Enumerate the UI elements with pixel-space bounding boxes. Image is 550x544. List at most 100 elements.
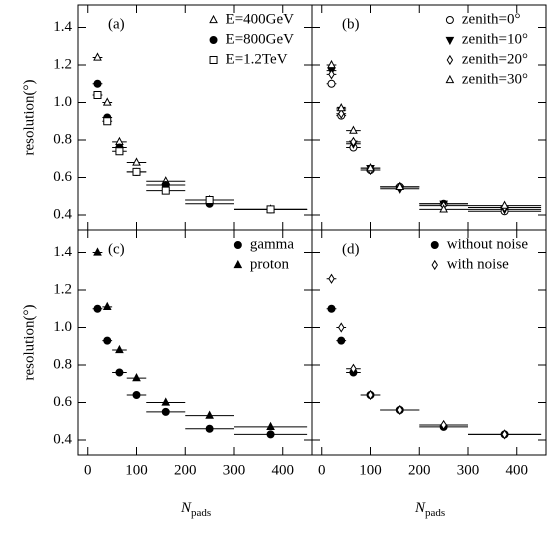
marker — [396, 404, 403, 416]
y-tick-label: 1.0 — [53, 94, 72, 110]
marker — [115, 344, 124, 354]
legend-label: zenith=10° — [462, 31, 528, 47]
x-tick-label: 0 — [318, 462, 326, 478]
x-tick-label: 0 — [84, 462, 92, 478]
marker — [93, 304, 102, 313]
legend-label: zenith=0° — [462, 11, 521, 27]
marker — [93, 91, 102, 99]
marker — [350, 363, 357, 374]
panel: 0.4 0.6 0.8 1.0 1.2 1.4 0 100 200 300 400 resolutio… — [21, 229, 313, 519]
y-tick-label: 1.4 — [53, 244, 72, 260]
marker — [93, 247, 102, 256]
x-axis-label-main: N — [414, 500, 426, 516]
x-tick-label: 300 — [223, 462, 246, 478]
y-tick-label: 1.2 — [53, 281, 72, 297]
x-tick-label: 100 — [359, 462, 382, 478]
panel: 0.4 0.6 0.8 1.0 1.2 1.4 resolution(°) (a) E=400G… — [21, 4, 313, 231]
y-tick-label: 1.2 — [53, 56, 72, 72]
legend-marker — [209, 14, 218, 24]
panel: (b) zenith=0° zenith=10° zenith=20° zenith=3… — [311, 4, 547, 231]
plot-frame — [311, 229, 547, 456]
legend-marker — [430, 241, 439, 249]
marker — [102, 301, 112, 310]
legend-label: E=800GeV — [226, 31, 295, 47]
marker — [336, 103, 346, 112]
marker — [327, 79, 336, 88]
marker — [103, 117, 112, 126]
legend-marker — [233, 241, 242, 249]
marker — [350, 136, 357, 148]
marker — [132, 391, 141, 399]
x-tick-label: 400 — [272, 462, 295, 478]
marker — [367, 389, 374, 401]
legend-label: E=1.2TeV — [226, 51, 288, 67]
legend-marker — [445, 16, 454, 24]
legend-label: gamma — [250, 236, 294, 252]
y-tick-label: 0.6 — [53, 169, 72, 185]
x-tick-label: 400 — [506, 462, 529, 478]
marker — [132, 373, 141, 382]
marker — [115, 368, 124, 377]
y-tick-label: 1.4 — [53, 19, 72, 35]
marker — [327, 304, 336, 313]
marker — [103, 336, 112, 345]
panel-label: (d) — [342, 241, 360, 257]
x-tick-label: 300 — [457, 462, 480, 478]
legend-marker — [209, 36, 218, 44]
y-tick-label: 0.6 — [53, 394, 72, 410]
panel: 0 100 200 300 400 Npads (d) without noise with n… — [311, 229, 547, 519]
marker — [115, 147, 124, 156]
y-tick-label: 1.0 — [53, 319, 72, 335]
legend-label: without noise — [447, 236, 529, 252]
y-tick-label: 0.4 — [53, 206, 72, 222]
y-tick-label: 0.8 — [53, 131, 72, 147]
x-axis-label-sub: pads — [425, 507, 445, 519]
legend-label: with noise — [447, 256, 509, 272]
marker — [501, 429, 508, 440]
marker — [161, 186, 170, 195]
marker — [132, 167, 141, 176]
legend-label: E=400GeV — [226, 11, 295, 27]
marker — [161, 407, 170, 416]
marker — [93, 52, 102, 61]
x-axis-label-sub: pads — [191, 507, 211, 519]
legend-marker — [431, 259, 438, 271]
y-axis-label: resolution(°) — [21, 80, 37, 156]
marker — [205, 196, 214, 204]
x-axis-label-main: N — [180, 500, 192, 516]
marker — [93, 79, 102, 88]
marker — [102, 97, 112, 106]
marker — [266, 421, 275, 430]
marker — [349, 125, 358, 134]
legend-marker — [445, 36, 455, 46]
legend-label: proton — [250, 256, 290, 272]
marker — [132, 157, 141, 166]
panel-label: (c) — [108, 241, 125, 257]
panel-label: (b) — [342, 16, 360, 32]
marker — [205, 424, 214, 433]
x-axis-label: Npads — [414, 500, 445, 518]
legend-label: zenith=20° — [462, 51, 528, 67]
y-axis-label: resolution(°) — [21, 305, 37, 381]
marker — [328, 273, 335, 284]
legend-marker — [233, 259, 243, 269]
marker — [366, 163, 375, 172]
legend-marker — [446, 54, 454, 66]
marker — [439, 204, 448, 213]
marker — [395, 181, 405, 190]
x-tick-label: 200 — [174, 462, 197, 478]
marker — [266, 430, 275, 439]
legend-marker — [445, 74, 455, 84]
x-axis-label: Npads — [180, 500, 211, 518]
marker — [500, 200, 509, 209]
marker — [205, 410, 214, 419]
legend-label: zenith=30° — [462, 71, 528, 87]
x-tick-label: 200 — [408, 462, 431, 478]
y-tick-label: 0.4 — [53, 431, 72, 447]
marker — [440, 419, 447, 431]
marker — [338, 108, 345, 119]
marker — [266, 205, 275, 214]
x-tick-label: 100 — [125, 462, 148, 478]
marker — [337, 336, 346, 345]
